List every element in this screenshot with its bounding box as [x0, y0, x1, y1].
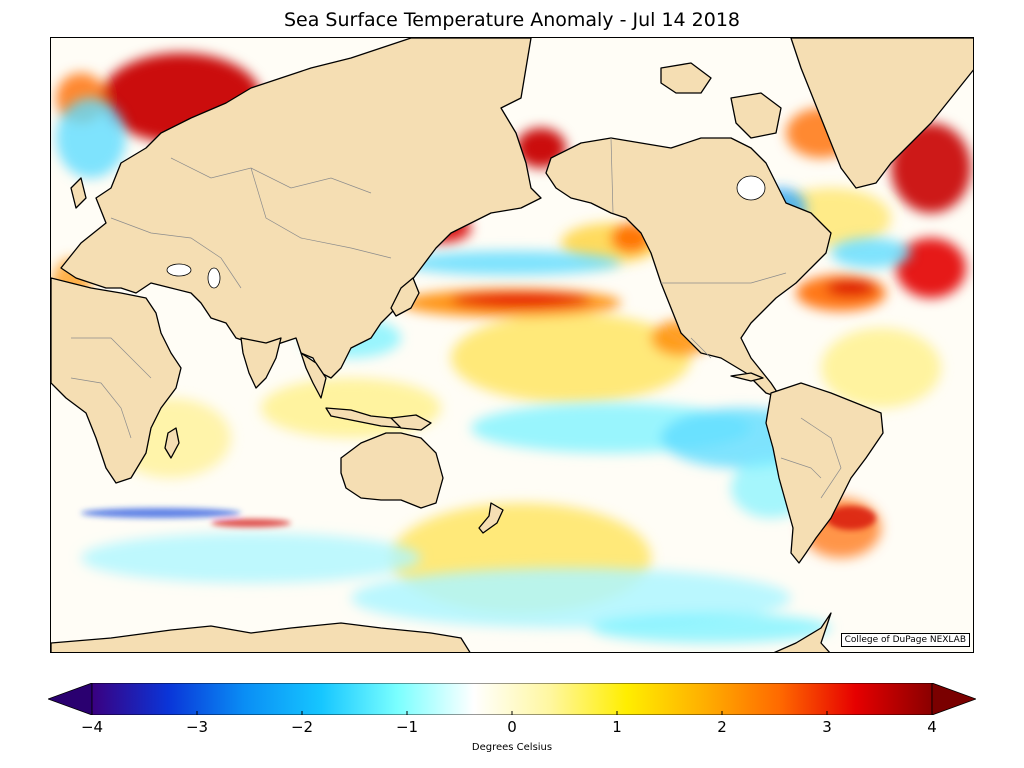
colorbar-extend-max — [931, 683, 976, 715]
colorbar-tick-label: −1 — [395, 718, 419, 736]
colorbar-tick-label: −2 — [290, 718, 314, 736]
southern-ocean-band — [81, 506, 876, 530]
new-guinea-landmass — [390, 414, 432, 431]
arctic-islands-landmass — [660, 62, 712, 94]
south-america-landmass — [765, 382, 884, 564]
country-borders — [70, 137, 842, 499]
colorbar-tick-label: 0 — [507, 718, 517, 736]
se-asia-landmass — [300, 352, 327, 399]
colorbar-tick-label: 4 — [927, 718, 937, 736]
japan-landmass — [390, 277, 420, 317]
colorbar-tick-label: −4 — [80, 718, 104, 736]
colorbar-label: Degrees Celsius — [471, 742, 553, 753]
credit-label: College of DuPage NEXLAB — [840, 633, 970, 647]
map-title: Sea Surface Temperature Anomaly - Jul 14… — [283, 9, 741, 31]
colorbar-tick-label: 1 — [612, 718, 622, 736]
antarctica-landmass — [51, 622, 471, 652]
antarctic-peninsula-landmass — [773, 612, 832, 652]
colorbar-body — [91, 683, 933, 715]
colorbar-tick-label: 3 — [822, 718, 832, 736]
baffin-island-landmass — [730, 92, 782, 139]
colorbar-tick-label: −3 — [185, 718, 209, 736]
lakes — [166, 175, 766, 289]
britain-landmass — [70, 177, 87, 209]
australia-landmass — [340, 432, 444, 509]
eurasia-landmass — [60, 38, 542, 379]
colorbar-extend-min — [48, 683, 93, 715]
colorbar-tick-label: 2 — [717, 718, 727, 736]
greenland-landmass — [790, 38, 973, 189]
madagascar-landmass — [164, 427, 180, 459]
land-masses — [51, 38, 973, 652]
sst-anomaly-map: College of DuPage NEXLAB — [50, 37, 974, 653]
india-landmass — [240, 337, 282, 389]
cuba-landmass — [730, 372, 764, 382]
africa-landmass — [51, 277, 182, 484]
north-america-landmass — [545, 137, 832, 399]
map-canvas — [51, 38, 973, 652]
new-zealand-landmass — [478, 502, 504, 534]
colorbar — [48, 683, 976, 715]
colorbar-ticks — [91, 711, 933, 715]
